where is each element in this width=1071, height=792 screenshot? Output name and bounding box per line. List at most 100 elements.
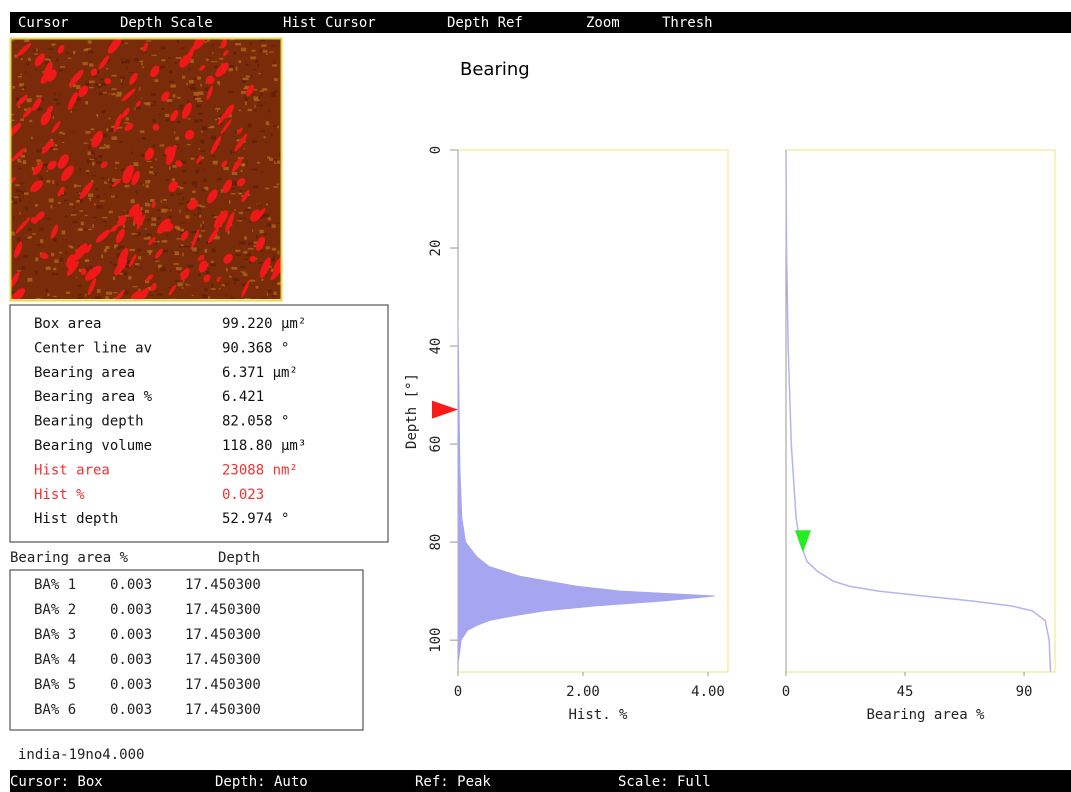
image-speck — [237, 220, 242, 221]
ba-cell: 0.003 — [110, 577, 152, 593]
image-speck — [215, 119, 217, 120]
image-speck — [140, 182, 141, 185]
menu-item[interactable]: Zoom — [586, 15, 620, 31]
image-speck — [103, 92, 107, 93]
image-speck — [89, 159, 94, 160]
image-speck — [168, 287, 171, 288]
image-speck — [197, 100, 202, 102]
image-speck — [154, 241, 159, 242]
image-speck — [89, 87, 94, 88]
image-speck — [231, 150, 232, 154]
image-speck — [119, 141, 122, 143]
image-speck — [92, 224, 94, 227]
menu-item[interactable]: Depth Scale — [120, 15, 213, 31]
image-speck — [73, 51, 75, 54]
image-speck — [102, 217, 107, 218]
stat-label: Bearing depth — [34, 414, 144, 430]
image-speck — [152, 119, 156, 122]
image-speck — [83, 62, 88, 65]
image-speck — [135, 190, 137, 193]
image-speck — [259, 95, 261, 99]
image-speck — [256, 235, 258, 239]
image-speck — [89, 63, 93, 66]
menu-item[interactable]: Depth Ref — [447, 15, 523, 31]
image-speck — [86, 170, 90, 172]
image-speck — [83, 143, 88, 144]
image-speck — [17, 270, 21, 271]
image-speck — [251, 42, 252, 45]
image-speck — [194, 186, 197, 187]
image-speck — [254, 105, 255, 108]
image-speck — [106, 68, 108, 70]
image-speck — [259, 50, 262, 53]
image-speck — [27, 98, 32, 102]
image-speck — [192, 295, 194, 296]
image-speck — [200, 119, 203, 122]
image-speck — [100, 147, 106, 149]
image-speck — [92, 175, 97, 176]
image-speck — [89, 198, 92, 199]
menu-item[interactable]: Thresh — [662, 15, 713, 31]
image-speck — [22, 266, 25, 270]
image-speck — [177, 121, 181, 123]
image-speck — [193, 78, 196, 80]
image-speck — [21, 191, 24, 194]
image-speck — [213, 161, 218, 165]
image-speck — [73, 206, 76, 208]
ba-cell: 17.450300 — [185, 577, 261, 593]
x-tick-label: 4.00 — [691, 684, 725, 700]
image-speck — [226, 268, 228, 271]
image-speck — [12, 86, 15, 89]
image-speck — [208, 296, 210, 298]
image-speck — [126, 66, 128, 70]
x-tick-label: 0 — [782, 684, 790, 700]
image-speck — [187, 265, 192, 268]
image-speck — [277, 250, 279, 254]
image-speck — [154, 258, 156, 260]
image-speck — [146, 234, 152, 236]
image-speck — [239, 241, 245, 244]
image-speck — [188, 86, 194, 87]
x-tick-label: 0 — [454, 684, 462, 700]
image-speck — [162, 108, 165, 110]
image-speck — [105, 145, 109, 148]
image-speck — [183, 170, 187, 172]
image-speck — [197, 212, 201, 214]
ba-cell: 17.450300 — [185, 677, 261, 693]
image-speck — [239, 110, 242, 111]
y-tick-label: 40 — [428, 338, 444, 355]
image-speck — [88, 145, 90, 149]
image-speck — [194, 214, 196, 216]
image-speck — [21, 58, 23, 60]
image-speck — [142, 67, 144, 68]
image-speck — [260, 93, 262, 96]
image-speck — [17, 238, 21, 241]
menu-item[interactable]: Hist Cursor — [283, 15, 376, 31]
bearing-curve — [786, 150, 1051, 672]
image-speck — [188, 118, 191, 119]
image-speck — [235, 43, 241, 45]
image-speck — [177, 282, 182, 286]
menu-item[interactable]: Cursor — [18, 15, 69, 31]
image-speck — [240, 272, 241, 274]
image-speck — [78, 294, 82, 296]
y-tick-label: 0 — [428, 146, 444, 154]
image-speck — [235, 131, 236, 133]
image-speck — [122, 40, 123, 43]
image-speck — [156, 218, 161, 220]
image-speck — [204, 288, 208, 291]
image-speck — [46, 171, 48, 172]
image-speck — [121, 61, 127, 64]
status-item: Scale: Full — [618, 774, 711, 790]
afm-image — [5, 32, 287, 306]
image-speck — [19, 212, 20, 214]
image-speck — [149, 171, 153, 174]
image-speck — [52, 43, 56, 45]
image-speck — [18, 194, 20, 196]
x-tick-label: 2.00 — [566, 684, 600, 700]
image-speck — [180, 222, 185, 223]
image-speck — [96, 205, 102, 208]
image-speck — [233, 52, 236, 55]
image-speck — [151, 55, 156, 56]
image-speck — [201, 294, 206, 296]
